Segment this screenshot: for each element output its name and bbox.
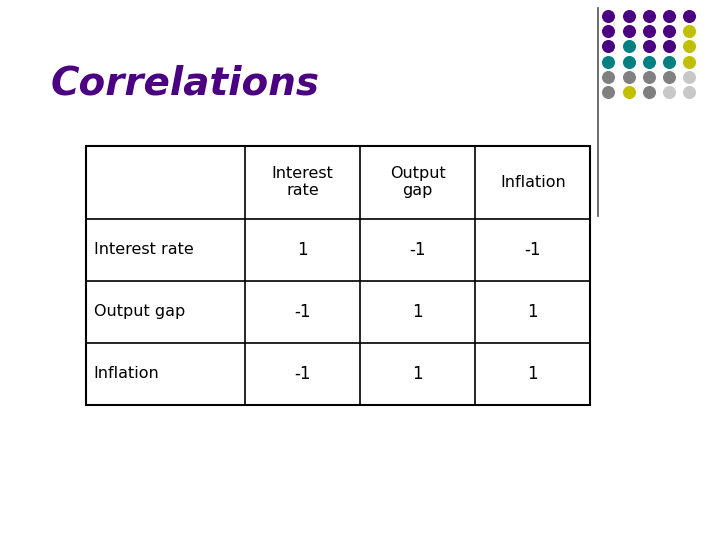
Text: Inflation: Inflation	[94, 367, 159, 381]
Text: Interest
rate: Interest rate	[271, 166, 333, 198]
Text: -1: -1	[294, 365, 310, 383]
Text: 1: 1	[413, 303, 423, 321]
Text: -1: -1	[410, 241, 426, 259]
Text: 1: 1	[413, 365, 423, 383]
Text: -1: -1	[294, 303, 310, 321]
Text: 1: 1	[528, 303, 538, 321]
Text: Output gap: Output gap	[94, 305, 185, 319]
Text: -1: -1	[525, 241, 541, 259]
Text: 1: 1	[528, 365, 538, 383]
Text: Output
gap: Output gap	[390, 166, 446, 198]
Text: Inflation: Inflation	[500, 175, 566, 190]
FancyBboxPatch shape	[86, 146, 590, 405]
Text: Correlations: Correlations	[50, 65, 320, 103]
Text: Interest rate: Interest rate	[94, 242, 194, 257]
Text: 1: 1	[297, 241, 307, 259]
